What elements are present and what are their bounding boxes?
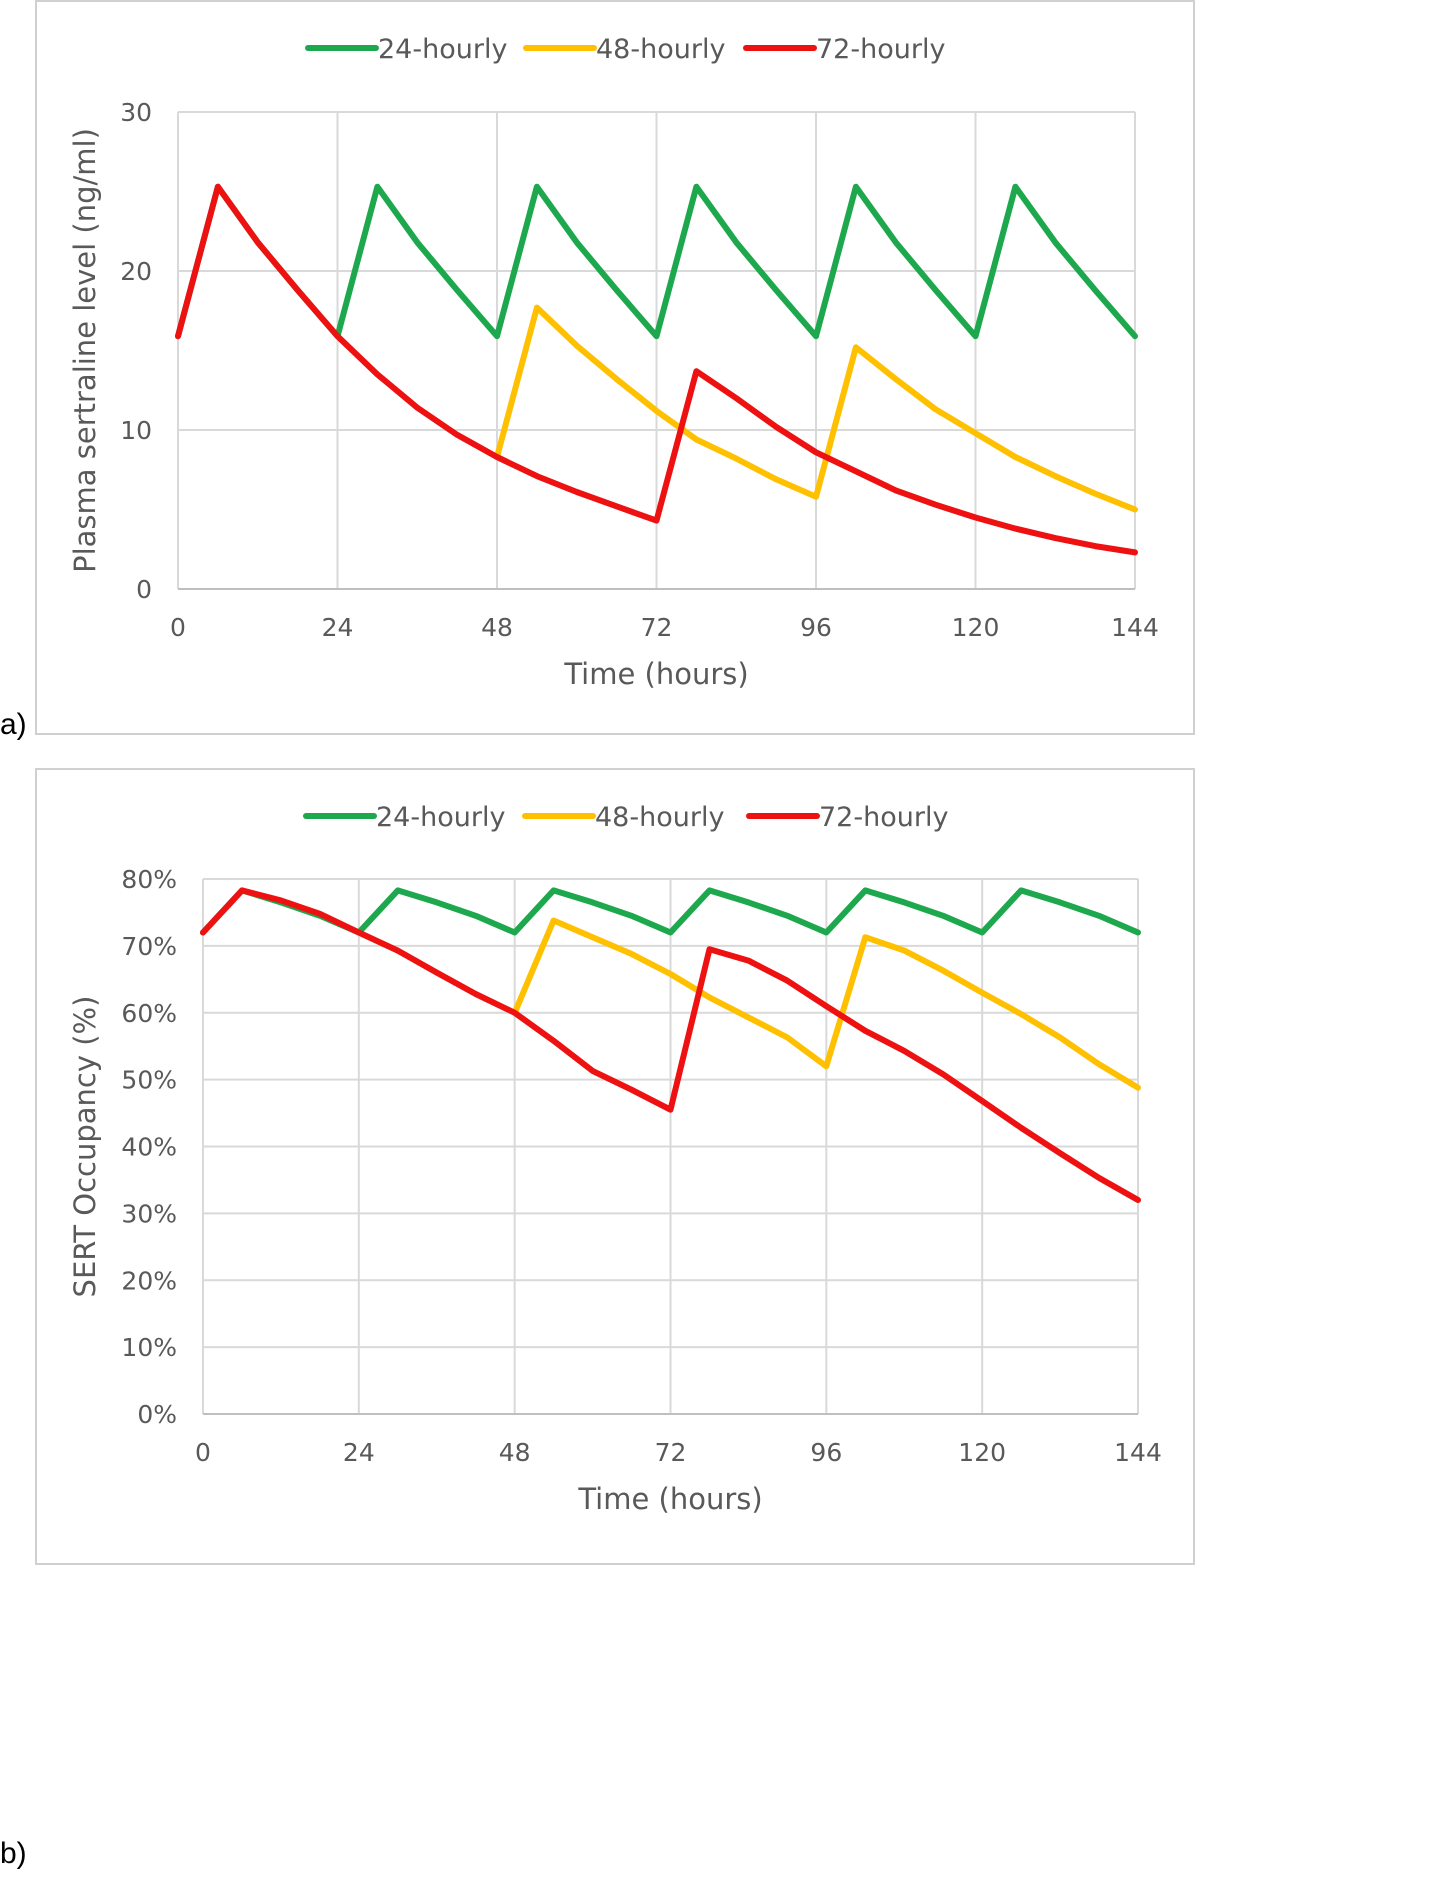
x-tick-label: 0	[195, 1438, 211, 1467]
panel-label-b: b)	[0, 1837, 27, 1870]
chart-a-frame	[35, 0, 1195, 735]
x-axis-title: Time (hours)	[577, 1482, 762, 1516]
y-tick-label: 30%	[121, 1199, 177, 1228]
series-line-72-hourly	[175, 183, 1138, 556]
x-tick-label: 72	[641, 613, 673, 642]
legend-label-72-hourly: 72-hourly	[819, 802, 948, 833]
y-tick-label: 10	[120, 416, 152, 445]
x-tick-label: 72	[655, 1438, 687, 1467]
y-tick-label: 50%	[121, 1066, 177, 1095]
series-line-48-hourly	[494, 304, 1138, 513]
legend-label-48-hourly: 48-hourly	[595, 802, 724, 833]
y-tick-label: 40%	[121, 1133, 177, 1162]
y-tick-label: 10%	[121, 1333, 177, 1362]
x-tick-label: 24	[322, 613, 354, 642]
x-tick-label: 120	[952, 613, 1000, 642]
x-tick-label: 24	[343, 1438, 375, 1467]
x-tick-label: 144	[1114, 1438, 1162, 1467]
y-axis-title: Plasma sertraline level (ng/ml)	[68, 128, 102, 573]
legend-label-24-hourly: 24-hourly	[378, 34, 507, 65]
y-tick-label: 60%	[121, 999, 177, 1028]
x-tick-label: 48	[481, 613, 513, 642]
y-tick-label: 20	[120, 257, 152, 286]
y-axis-title: SERT Occupancy (%)	[68, 996, 102, 1298]
series-line-48-hourly	[511, 917, 1141, 1091]
x-axis-title: Time (hours)	[563, 657, 748, 691]
x-tick-label: 48	[499, 1438, 531, 1467]
y-tick-label: 80%	[121, 865, 177, 894]
legend-label-24-hourly: 24-hourly	[376, 802, 505, 833]
x-tick-label: 96	[810, 1438, 842, 1467]
x-tick-label: 120	[958, 1438, 1006, 1467]
x-tick-label: 0	[170, 613, 186, 642]
y-tick-label: 0%	[137, 1400, 177, 1429]
x-tick-label: 96	[800, 613, 832, 642]
y-tick-label: 30	[120, 98, 152, 127]
x-tick-label: 144	[1111, 613, 1159, 642]
series-line-72-hourly	[200, 887, 1141, 1203]
chart-a: 0 10 20 30 0 24 48 72 96 120 144 Time (hours) Plasma…	[35, 0, 1195, 735]
legend-label-72-hourly: 72-hourly	[816, 34, 945, 65]
y-tick-label: 0	[136, 575, 152, 604]
legend-label-48-hourly: 48-hourly	[596, 34, 725, 65]
y-tick-label: 70%	[121, 932, 177, 961]
chart-b: 0% 10% 20% 30% 40% 50% 60% 70% 80% 0 24 48 72 96 120 14…	[35, 768, 1195, 1565]
panel-label-a: a)	[0, 708, 27, 741]
y-tick-label: 20%	[121, 1266, 177, 1295]
